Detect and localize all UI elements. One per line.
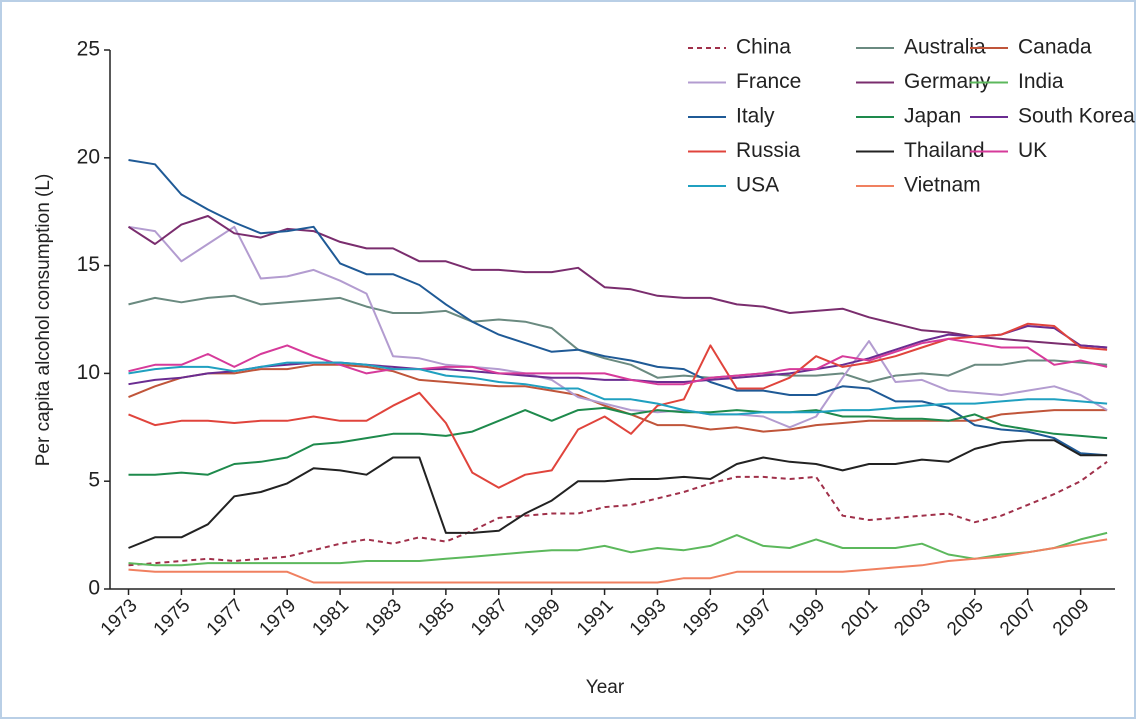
y-tick-label: 20 (77, 145, 100, 168)
x-tick-label: 1973 (97, 595, 142, 640)
legend-label: Vietnam (904, 174, 981, 197)
x-tick-label: 1975 (150, 595, 195, 640)
x-tick-label: 1977 (203, 595, 248, 640)
y-axis-label: Per capita alcohol consumption (L) (33, 174, 54, 467)
legend-label: USA (736, 174, 779, 197)
series-line (128, 337, 1108, 386)
y-tick-label: 5 (88, 469, 100, 492)
x-tick-label: 1979 (256, 595, 301, 640)
series-line (128, 531, 1108, 567)
x-tick-label: 1999 (784, 595, 829, 640)
x-tick-label: 1985 (414, 595, 459, 640)
legend-label: UK (1018, 139, 1047, 162)
x-tick-label: 1983 (361, 595, 406, 640)
series-line (128, 159, 1108, 457)
series-line (127, 215, 1108, 349)
legend-label: Russia (736, 139, 801, 162)
x-tick-label: 1987 (467, 595, 512, 640)
series-line (128, 406, 1108, 476)
y-tick-label: 25 (77, 38, 100, 61)
legend-label: China (736, 36, 791, 59)
legend-label: Germany (904, 70, 991, 93)
series-line (128, 325, 1108, 386)
legend-label: India (1018, 70, 1064, 93)
legend-label: South Korea (1018, 105, 1135, 128)
legend-label: Thailand (904, 139, 985, 162)
legend-label: France (736, 70, 801, 93)
y-tick-label: 10 (77, 361, 100, 384)
y-tick-label: 0 (88, 577, 100, 600)
series-line (128, 439, 1108, 549)
x-tick-label: 2005 (943, 595, 988, 640)
x-tick-label: 1995 (679, 595, 724, 640)
x-tick-label: 2007 (996, 595, 1041, 640)
x-tick-label: 2001 (837, 595, 882, 640)
x-axis-label: Year (586, 677, 625, 698)
x-tick-label: 1993 (626, 595, 671, 640)
legend-label: Japan (904, 105, 961, 128)
x-tick-label: 1989 (520, 595, 565, 640)
x-tick-label: 2009 (1049, 595, 1094, 640)
series-line (128, 538, 1108, 584)
x-tick-label: 2003 (890, 595, 935, 640)
series-line (128, 361, 1108, 416)
x-tick-label: 1991 (573, 595, 618, 640)
series-line (128, 294, 1108, 383)
y-tick-label: 15 (77, 253, 100, 276)
legend-label: Australia (904, 36, 986, 59)
legend-label: Italy (736, 105, 775, 128)
series-line (128, 460, 1108, 567)
legend-label: Canada (1018, 36, 1092, 59)
x-tick-label: 1997 (732, 595, 777, 640)
series-line (128, 225, 1108, 429)
x-tick-label: 1981 (308, 595, 353, 640)
